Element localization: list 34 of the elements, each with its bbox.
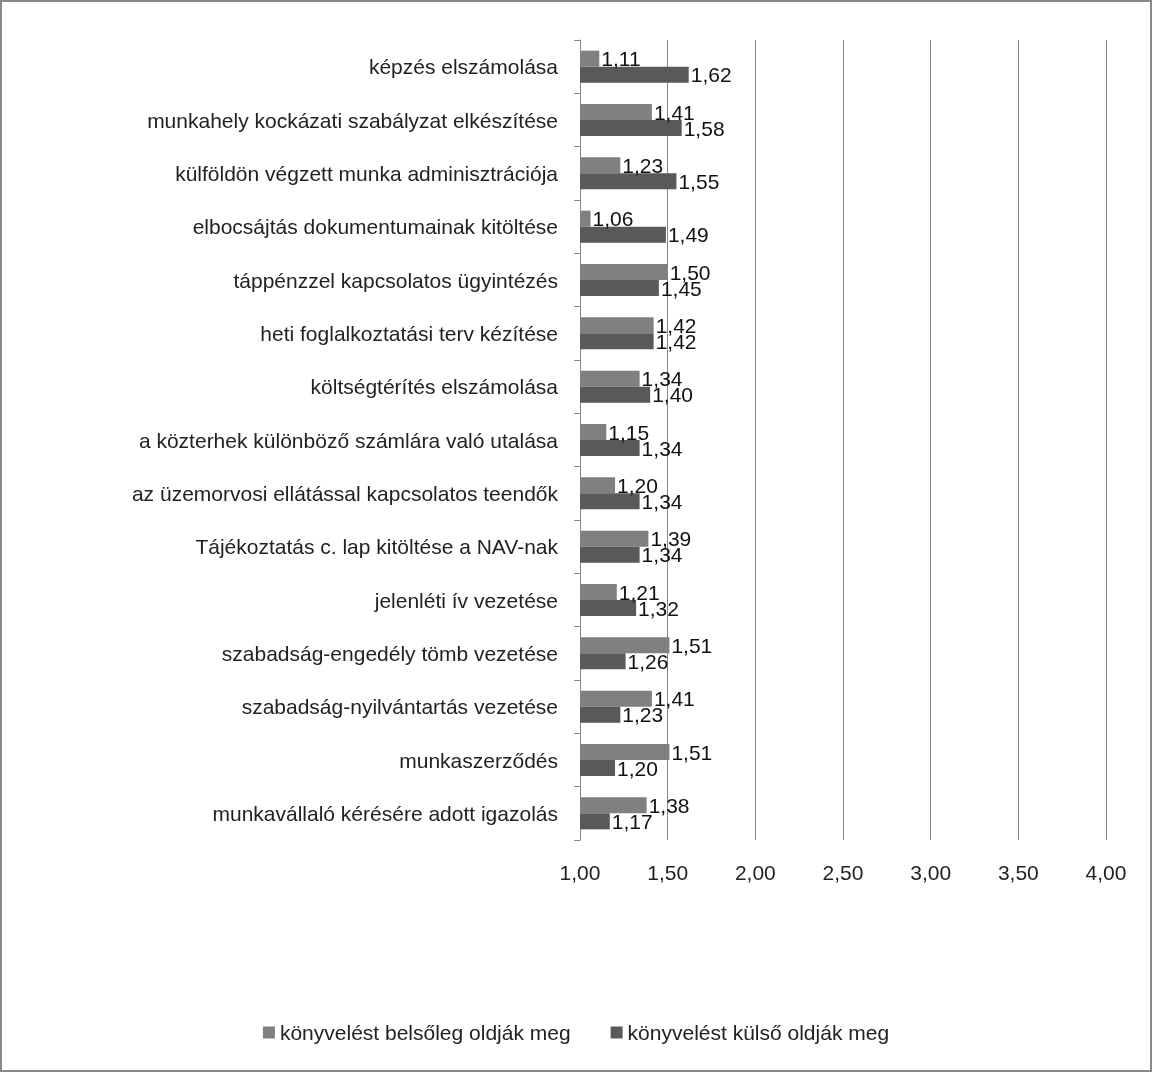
- y-tick-label: Tájékoztatás c. lap kitöltése a NAV-nak: [195, 535, 559, 559]
- data-label: 1,55: [678, 169, 720, 193]
- y-tick-label: az üzemorvosi ellátással kapcsolatos teendők: [131, 481, 559, 505]
- data-label: 1,26: [627, 649, 669, 673]
- y-tick-label: jelenléti ív vezetése: [373, 588, 558, 612]
- y-tick-label: munkavállaló kérésére adott igazolás: [212, 801, 558, 825]
- y-tick-label: táppénzzel kapcsolatos ügyintézés: [233, 268, 558, 292]
- y-tick-label: a közterhek különböző számlára való utalása: [138, 428, 559, 452]
- y-tick-label: munkahely kockázati szabályzat elkészítése: [147, 108, 558, 132]
- legend-label: könyvelést külső oldják meg: [627, 1021, 890, 1044]
- x-tick-label: 3,00: [910, 861, 952, 884]
- data-label: 1,23: [622, 153, 664, 177]
- x-tick-label: 1,50: [647, 861, 689, 884]
- data-label: 1,49: [667, 223, 709, 247]
- x-tick-label: 4,00: [1085, 861, 1127, 884]
- data-label: 1,11: [601, 47, 641, 71]
- y-tick-label: szabadság-engedély tömb vezetése: [221, 641, 558, 665]
- y-tick-label: külföldön végzett munka adminisztrációja: [175, 161, 559, 185]
- y-tick-label: szabadság-nyilvántartás vezetése: [241, 695, 558, 719]
- x-tick-label: 1,00: [559, 861, 601, 884]
- data-label: 1,06: [592, 207, 634, 231]
- y-tick-label: munkaszerződés: [399, 748, 558, 772]
- y-tick-label: képzés elszámolása: [368, 55, 559, 79]
- data-label: 1,20: [617, 756, 658, 780]
- x-tick-label: 2,00: [734, 861, 776, 884]
- data-label: 1,51: [671, 740, 713, 764]
- y-tick-label: elbocsájtás dokumentumainak kitöltése: [192, 215, 558, 239]
- y-tick-label: heti foglalkoztatási terv kézítése: [260, 321, 558, 345]
- x-tick-label: 3,50: [997, 861, 1039, 884]
- data-label: 1,62: [690, 63, 732, 87]
- y-tick-label: költségtérítés elszámolása: [310, 375, 559, 399]
- data-label: 1,51: [671, 633, 713, 657]
- x-tick-label: 2,50: [822, 861, 864, 884]
- legend-label: könyvelést belsőleg oldják meg: [279, 1021, 571, 1044]
